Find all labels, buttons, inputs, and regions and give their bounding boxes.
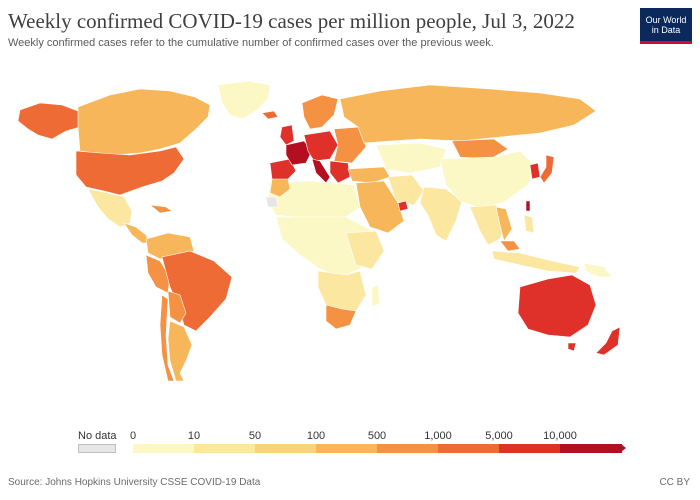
region-malaysia[interactable] bbox=[499, 240, 521, 252]
legend-tick-label: 10,000 bbox=[543, 430, 577, 442]
region-philippines[interactable] bbox=[523, 214, 535, 234]
region-canada[interactable] bbox=[77, 88, 211, 156]
world-map[interactable] bbox=[0, 55, 700, 390]
region-scandinavia[interactable] bbox=[301, 94, 339, 130]
region-korea[interactable] bbox=[529, 162, 541, 180]
region-east-africa[interactable] bbox=[345, 230, 385, 270]
region-southeast-asia[interactable] bbox=[469, 204, 507, 246]
region-chile[interactable] bbox=[159, 294, 175, 382]
legend-bin[interactable] bbox=[255, 444, 317, 453]
region-brazil[interactable] bbox=[161, 250, 233, 332]
region-central-europe[interactable] bbox=[303, 130, 339, 162]
region-taiwan[interactable] bbox=[525, 200, 531, 212]
source-note: Source: Johns Hopkins University CSSE CO… bbox=[8, 477, 261, 488]
legend-arrow-icon bbox=[621, 444, 626, 452]
region-usa[interactable] bbox=[75, 146, 185, 196]
legend-tick-label: 10 bbox=[187, 430, 201, 442]
region-caribbean[interactable] bbox=[148, 204, 173, 214]
legend-tick-label: 1,000 bbox=[424, 430, 452, 442]
region-south-africa[interactable] bbox=[325, 304, 357, 330]
region-iberia[interactable] bbox=[269, 158, 297, 182]
region-france[interactable] bbox=[285, 140, 313, 166]
region-uk[interactable] bbox=[279, 124, 295, 146]
region-bolivia[interactable] bbox=[167, 290, 187, 324]
region-argentina[interactable] bbox=[167, 320, 193, 382]
legend-bin[interactable] bbox=[133, 444, 195, 453]
no-data-swatch[interactable] bbox=[78, 444, 116, 453]
legend-bin[interactable] bbox=[316, 444, 378, 453]
legend-bin[interactable] bbox=[499, 444, 561, 453]
region-turkey[interactable] bbox=[347, 166, 391, 184]
region-vietnam[interactable] bbox=[495, 206, 513, 242]
region-japan[interactable] bbox=[539, 154, 555, 184]
region-australia[interactable] bbox=[517, 274, 597, 338]
legend-tick-label: 0 bbox=[129, 430, 137, 442]
region-balkans[interactable] bbox=[329, 160, 351, 184]
legend-bin[interactable] bbox=[377, 444, 439, 453]
region-indonesia[interactable] bbox=[491, 250, 581, 274]
region-alaska[interactable] bbox=[17, 102, 81, 140]
license-label[interactable]: CC BY bbox=[659, 477, 690, 488]
region-greenland[interactable] bbox=[217, 80, 271, 120]
region-central-asia[interactable] bbox=[375, 142, 447, 174]
region-madagascar[interactable] bbox=[371, 284, 381, 308]
region-china[interactable] bbox=[439, 150, 535, 210]
legend-tick-label: 100 bbox=[306, 430, 326, 442]
region-middle-east[interactable] bbox=[355, 180, 405, 234]
logo-line-1: Our World bbox=[645, 15, 687, 25]
region-papua[interactable] bbox=[583, 262, 613, 278]
region-iran[interactable] bbox=[387, 174, 425, 206]
region-india[interactable] bbox=[419, 186, 463, 242]
chart-title: Weekly confirmed COVID-19 cases per mill… bbox=[8, 9, 575, 33]
region-uae[interactable] bbox=[397, 200, 409, 212]
region-morocco[interactable] bbox=[269, 178, 291, 198]
legend-bin[interactable] bbox=[560, 444, 622, 453]
region-mongolia[interactable] bbox=[451, 138, 509, 160]
legend-bin[interactable] bbox=[194, 444, 256, 453]
region-italy[interactable] bbox=[311, 158, 331, 184]
legend-tick-label: 500 bbox=[367, 430, 387, 442]
region-mexico[interactable] bbox=[87, 188, 133, 228]
owid-logo[interactable]: Our World in Data bbox=[640, 8, 692, 44]
color-legend: No data 0 10 50 100 500 1,000 5,000 10,000 bbox=[0, 425, 700, 465]
region-iceland[interactable] bbox=[261, 110, 279, 120]
logo-line-2: in Data bbox=[651, 25, 681, 35]
region-western-sahara[interactable] bbox=[265, 196, 279, 208]
legend-bin[interactable] bbox=[438, 444, 500, 453]
region-new-zealand[interactable] bbox=[595, 326, 621, 356]
legend-tick-label: 50 bbox=[248, 430, 262, 442]
region-central-africa[interactable] bbox=[275, 216, 379, 278]
legend-tick-label: 5,000 bbox=[485, 430, 513, 442]
region-russia[interactable] bbox=[339, 84, 597, 144]
no-data-label: No data bbox=[78, 430, 117, 442]
chart-subtitle: Weekly confirmed cases refer to the cumu… bbox=[8, 37, 494, 49]
region-tasmania[interactable] bbox=[567, 342, 577, 352]
